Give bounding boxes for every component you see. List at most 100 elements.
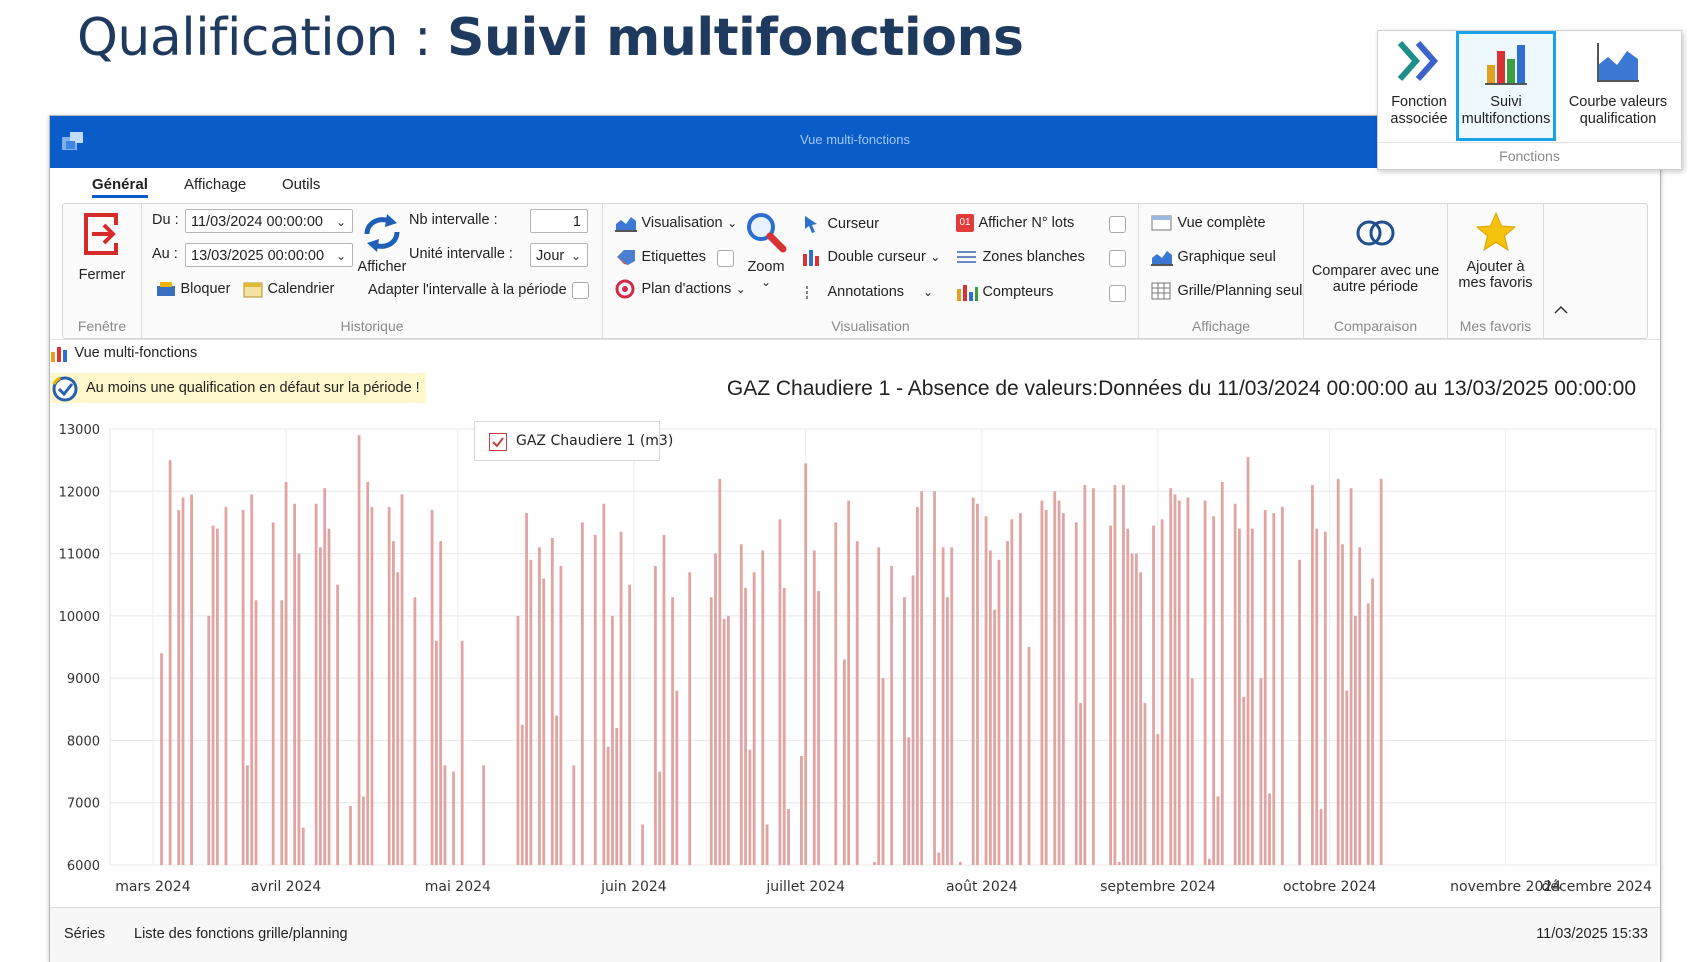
zones-icon <box>957 251 976 263</box>
zones-blanches-button[interactable]: Zones blanches <box>956 248 1085 270</box>
chart-bar <box>1220 481 1224 865</box>
chart-bar <box>1152 525 1155 865</box>
compteurs-checkbox[interactable] <box>1109 285 1126 302</box>
graphique-seul-button[interactable]: Graphique seul <box>1151 248 1276 270</box>
group-label-fenetre: Fenêtre <box>77 318 127 334</box>
chart-bar <box>246 765 249 865</box>
star-icon <box>1475 211 1516 252</box>
chart-bar <box>847 500 851 865</box>
chart-bar <box>443 765 447 865</box>
calendrier-button[interactable]: Calendrier <box>243 280 334 302</box>
chart-bar <box>778 519 782 865</box>
fermer-button[interactable]: Fermer <box>69 210 135 290</box>
ajouter-favoris-button[interactable]: Ajouter à mes favoris <box>1452 210 1539 298</box>
chart-bar <box>1212 516 1216 865</box>
tab-affichage[interactable]: Affichage <box>184 176 247 193</box>
au-label: Au : <box>152 246 178 262</box>
chart-legend[interactable]: GAZ Chaudiere 1 (m3) <box>474 421 673 461</box>
double-cursor-icon <box>803 250 819 266</box>
curseur-label: Curseur <box>827 216 880 232</box>
double-curseur-dropdown[interactable]: Double curseur ⌄ <box>801 248 940 270</box>
group-label-fonctions: Fonctions <box>1378 142 1681 169</box>
etiquettes-checkbox[interactable] <box>717 250 734 267</box>
chevron-up-icon <box>1554 305 1568 314</box>
etiquettes-button[interactable]: Etiquettes <box>615 248 706 270</box>
annotations-dropdown[interactable]: Annotations ⌄ <box>801 283 941 305</box>
chart-bar <box>160 653 163 865</box>
comparer-label-2: autre période <box>1332 279 1419 295</box>
zones-blanches-checkbox[interactable] <box>1109 250 1126 267</box>
afficher-button[interactable]: Afficher <box>357 210 407 290</box>
bloquer-button[interactable]: Bloquer <box>156 280 230 302</box>
chart-bar <box>903 597 906 865</box>
chart-bar <box>370 506 374 865</box>
chart-bar <box>1233 503 1237 865</box>
chart-bar <box>834 522 838 865</box>
au-datetime-select[interactable]: 13/03/2025 00:00:00 ⌄ <box>185 243 353 267</box>
legend-checkbox-icon <box>489 433 507 451</box>
group-label-visualisation: Visualisation <box>831 318 910 334</box>
visualisation-dropdown[interactable]: Visualisation ⌄ <box>615 214 737 236</box>
comparer-button[interactable]: Comparer avec une autre période <box>1308 218 1443 298</box>
plan-actions-dropdown[interactable]: Plan d'actions ⌄ <box>615 279 746 301</box>
chart-bar <box>1126 528 1130 865</box>
chart-bar <box>516 615 520 865</box>
chart-bar <box>1366 603 1370 865</box>
grille-planning-list-link[interactable]: Liste des fonctions grille/planning <box>134 926 348 942</box>
y-tick-label: 6000 <box>67 859 100 874</box>
series-link[interactable]: Séries <box>64 926 106 942</box>
chart-bar <box>709 597 713 865</box>
status-datetime: 11/03/2025 15:33 <box>1536 926 1648 942</box>
chart-bar <box>1323 531 1327 865</box>
chevron-down-icon: ⌄ <box>930 250 941 265</box>
unite-intervalle-select[interactable]: Jour ⌄ <box>530 243 588 267</box>
chart-bar <box>241 509 245 865</box>
chart-bar <box>671 597 674 865</box>
chart-bar <box>357 435 361 865</box>
nb-intervalle-label: Nb intervalle : <box>409 212 498 228</box>
chart-bar <box>1109 525 1112 865</box>
grille-planning-button[interactable]: Grille/Planning seul <box>1151 282 1302 304</box>
chart-bar <box>1040 500 1044 865</box>
chart-bar <box>452 771 455 865</box>
tab-general[interactable]: Général <box>92 176 148 198</box>
chart-bar <box>782 587 786 865</box>
au-value: 13/03/2025 00:00:00 <box>191 248 325 264</box>
chart-bar <box>658 771 662 865</box>
zoom-button[interactable]: Zoom ⌄ <box>741 210 791 296</box>
chart-area: Au moins une qualification en défaut sur… <box>50 367 1660 907</box>
afficher-lots-checkbox[interactable] <box>1109 216 1126 233</box>
view-tab-vue-multi-fonctions[interactable]: Vue multi-fonctions <box>50 344 197 364</box>
compteurs-button[interactable]: Compteurs <box>956 283 1053 305</box>
chart-bar <box>1349 488 1353 865</box>
tab-outils[interactable]: Outils <box>282 176 321 193</box>
curseur-button[interactable]: Curseur <box>801 214 879 236</box>
chart-bar <box>877 547 881 865</box>
du-datetime-select[interactable]: 11/03/2024 00:00:00 ⌄ <box>185 209 353 233</box>
chart-bar <box>1053 491 1057 865</box>
chart-bar <box>752 572 756 865</box>
adapter-intervalle-checkbox[interactable] <box>572 282 589 299</box>
courbe-valeurs-button[interactable]: Courbe valeurs qualification <box>1561 31 1675 141</box>
view-tab-label: Vue multi-fonctions <box>74 345 198 361</box>
bar-chart: 6000 7000 8000 9000 10000 11000 12000 13000 mars… <box>59 423 1657 895</box>
chart-bar <box>1345 690 1349 865</box>
fonction-associee-button[interactable]: Fonction associée <box>1384 31 1454 141</box>
nb-intervalle-input[interactable]: 1 <box>530 209 588 233</box>
chart-bar <box>323 488 327 865</box>
chart-bar <box>254 600 258 865</box>
chart-bar <box>727 615 730 865</box>
x-tick-label: avril 2024 <box>251 879 322 895</box>
chart-bar <box>413 597 417 865</box>
app-logo-icon <box>62 132 83 150</box>
chart-bar <box>580 522 584 865</box>
chart-bar <box>662 534 666 865</box>
afficher-label: Afficher <box>357 259 407 275</box>
collapse-ribbon-button[interactable] <box>1549 302 1573 322</box>
group-comparaison: Comparer avec une autre période Comparai… <box>1304 204 1448 338</box>
zones-blanches-label: Zones blanches <box>982 249 1085 265</box>
suivi-multifonctions-button[interactable]: Suivi multifonctions <box>1456 31 1556 141</box>
chart-bar <box>873 861 876 865</box>
vue-complete-button[interactable]: Vue complète <box>1151 214 1266 236</box>
afficher-lots-button[interactable]: 01 Afficher N° lots <box>956 214 1074 236</box>
